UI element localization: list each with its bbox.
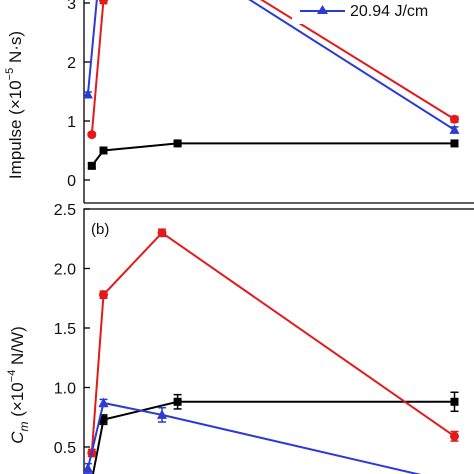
panel-b: 0.5 1.0 1.5 2.0 2.5 (b) Cm (×10−4 N/W) [6,202,474,474]
y-tick-label: 2 [67,55,76,72]
series-line [90,0,456,135]
series-triangle [84,0,460,134]
data-point-triangle [449,124,460,134]
series-group [84,0,460,170]
y-tick-label: 0 [67,173,76,190]
data-point-square [87,161,96,170]
y-tick-label: 3 [67,0,76,13]
y-tick-group: 0 1 2 3 [67,0,90,190]
data-point-circle [450,114,459,124]
y-tick-group: 0.5 1.0 1.5 2.0 2.5 [54,202,90,457]
y-tick-label: 0.5 [54,440,76,457]
y-tick-label: 1 [67,114,76,131]
series-group [84,228,459,474]
y-tick-label: 1.5 [54,321,76,338]
series-circle [87,228,459,458]
y-tick-label: 1.0 [54,381,76,398]
series-square [87,139,459,170]
legend-marker [317,5,328,14]
series-triangle [84,397,422,474]
data-point-triangle [98,397,109,407]
data-point-circle [99,0,108,5]
series-square [91,391,459,474]
data-point-triangle [84,462,93,473]
y-tick-label: 2.5 [54,202,76,219]
panel-b-frame [83,208,474,474]
data-point-triangle [157,409,167,419]
series-line [86,0,456,131]
series-circle [87,0,459,140]
data-point-square [99,146,108,155]
data-point-square [450,397,459,406]
data-point-square [173,397,182,406]
data-point-circle [450,431,459,441]
data-point-square [99,415,108,424]
data-point-square [450,139,459,148]
y-axis-title: Cm (×10−4 N/W) [6,326,31,444]
series-line [91,142,455,167]
data-point-triangle [84,88,93,99]
panel-label-b: (b) [91,221,109,238]
data-point-circle [87,130,97,140]
legend-label: 20.94 J/cm [350,3,428,20]
y-tick-label: 2.0 [54,262,76,279]
panel-a: 0 1 2 3 Impulse (×10−5 N·s) 20.94 J/cm [4,0,474,204]
data-point-circle [99,290,108,300]
legend: 20.94 J/cm [292,0,474,24]
data-point-square [173,139,182,148]
series-line [90,231,456,454]
y-axis-title: Impulse (×10−5 N·s) [4,31,25,179]
series-line [86,401,422,474]
data-point-circle [157,228,167,238]
